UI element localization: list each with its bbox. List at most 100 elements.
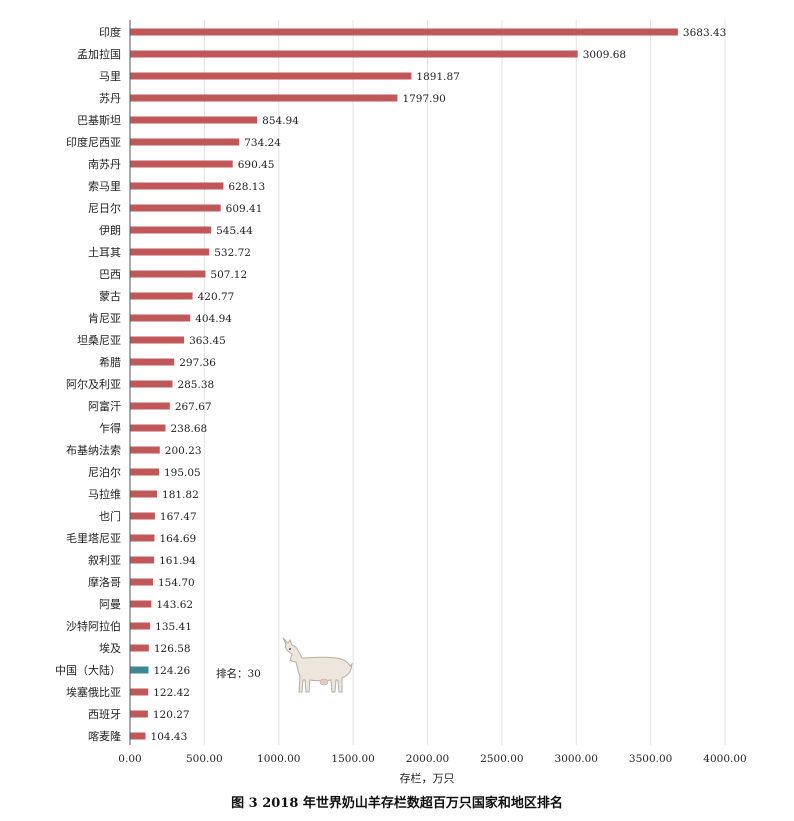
bar <box>130 204 221 212</box>
bar <box>130 160 233 168</box>
bar <box>130 534 155 542</box>
data-label: 404.94 <box>195 313 232 325</box>
data-label: 161.94 <box>159 555 196 567</box>
bar <box>130 622 151 630</box>
bar <box>130 50 578 58</box>
bar <box>130 248 210 256</box>
data-label: 154.70 <box>158 577 195 589</box>
data-label: 285.38 <box>177 379 214 391</box>
data-label: 164.69 <box>159 533 196 545</box>
data-label: 3683.43 <box>683 27 726 39</box>
category-label: 尼泊尔 <box>88 466 121 479</box>
data-label: 124.26 <box>153 665 190 677</box>
data-label: 628.13 <box>228 181 265 193</box>
category-label: 马拉维 <box>88 487 121 501</box>
category-label: 叙利亚 <box>88 553 121 567</box>
category-label: 印度尼西亚 <box>66 135 121 149</box>
bar <box>130 732 146 740</box>
data-label: 122.42 <box>153 687 190 699</box>
data-label: 609.41 <box>226 203 263 215</box>
data-label: 195.05 <box>164 467 201 479</box>
bar <box>130 556 155 564</box>
bar <box>130 578 154 586</box>
grid-lines <box>203 20 726 745</box>
category-label: 埃及 <box>99 641 121 655</box>
data-label: 200.23 <box>165 445 202 457</box>
category-label: 乍得 <box>99 421 121 435</box>
bar <box>130 226 212 234</box>
x-tick-label: 1500.00 <box>331 753 374 765</box>
bar <box>130 688 149 696</box>
x-tick-label: 3000.00 <box>555 753 598 765</box>
category-label: 孟加拉国 <box>77 47 121 61</box>
category-label: 巴西 <box>99 268 121 281</box>
category-label: 南苏丹 <box>88 158 121 171</box>
category-label: 马里 <box>99 70 121 83</box>
x-tick-label: 3500.00 <box>629 753 672 765</box>
category-label: 苏丹 <box>99 92 121 105</box>
data-label: 545.44 <box>216 225 253 237</box>
bar <box>130 710 148 718</box>
category-label: 伊朗 <box>99 224 121 237</box>
bar <box>130 490 158 498</box>
data-label: 507.12 <box>210 269 247 281</box>
bar <box>130 116 258 124</box>
x-tick-labels: 0.00 500.00 1000.00 1500.00 2000.00 2500.00 30… <box>118 753 746 765</box>
data-label: 104.43 <box>151 731 188 743</box>
x-tick-label: 500.00 <box>186 753 223 765</box>
bar <box>130 666 149 674</box>
x-tick-label: 0.00 <box>118 753 141 765</box>
x-axis-title: 存栏，万只 <box>400 771 455 785</box>
bar <box>130 424 166 432</box>
goat-icon <box>282 637 353 693</box>
category-label: 阿富汗 <box>88 399 121 413</box>
bar <box>130 644 149 652</box>
data-label: 120.27 <box>153 709 190 721</box>
data-label: 420.77 <box>198 291 235 303</box>
data-label: 734.24 <box>244 137 281 149</box>
data-label: 238.68 <box>171 423 208 435</box>
category-label: 索马里 <box>88 179 121 193</box>
figure-caption: 图 3 2018 年世界奶山羊存栏数超百万只国家和地区排名 <box>231 795 563 811</box>
bar <box>130 314 191 322</box>
x-tick-label: 2000.00 <box>406 753 449 765</box>
bar <box>130 380 173 388</box>
category-label: 中国（大陆） <box>55 663 121 677</box>
bar <box>130 28 678 36</box>
data-label: 143.62 <box>156 599 193 611</box>
category-label: 埃塞俄比亚 <box>66 685 121 699</box>
category-label: 蒙古 <box>99 290 121 303</box>
bar <box>130 270 206 278</box>
category-label: 巴基斯坦 <box>77 113 121 127</box>
category-label: 希腊 <box>99 355 121 369</box>
data-label: 532.72 <box>214 247 251 259</box>
bar <box>130 292 193 300</box>
value-labels: 3683.43 3009.68 1891.87 1797.90 854.94 734.24… <box>151 27 727 743</box>
category-label: 坦桑尼亚 <box>77 333 121 347</box>
category-labels: 印度孟加拉国马里苏丹巴基斯坦印度尼西亚南苏丹索马里尼日尔伊朗土耳其巴西蒙古肯尼亚… <box>55 25 121 743</box>
data-label: 3009.68 <box>583 49 626 61</box>
data-label: 135.41 <box>155 621 192 633</box>
bar <box>130 512 155 520</box>
data-label: 1891.87 <box>416 71 459 83</box>
category-label: 摩洛哥 <box>88 575 121 589</box>
category-label: 毛里塔尼亚 <box>66 532 121 545</box>
category-label: 喀麦隆 <box>88 729 121 743</box>
data-label: 297.36 <box>179 357 216 369</box>
data-label: 167.47 <box>160 511 197 523</box>
category-label: 也门 <box>99 509 121 523</box>
category-label: 沙特阿拉伯 <box>66 619 121 633</box>
bar <box>130 94 398 102</box>
category-label: 阿尔及利亚 <box>66 378 121 391</box>
bar <box>130 182 224 190</box>
category-label: 印度 <box>99 25 121 39</box>
x-tick-label: 1000.00 <box>257 753 300 765</box>
category-label: 肯尼亚 <box>88 312 121 325</box>
bar <box>130 402 170 410</box>
data-label: 267.67 <box>175 401 212 413</box>
bar <box>130 468 160 476</box>
data-label: 690.45 <box>238 159 275 171</box>
category-label: 布基纳法索 <box>66 443 121 457</box>
bar <box>130 600 152 608</box>
rank-annotation: 排名：30 <box>216 667 261 680</box>
